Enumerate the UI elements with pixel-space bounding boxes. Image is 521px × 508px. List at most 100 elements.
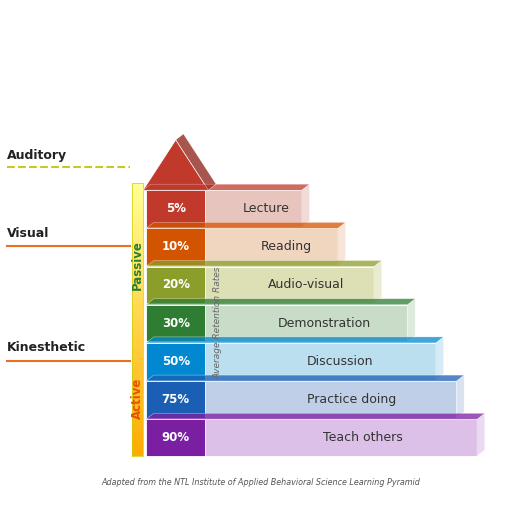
Polygon shape <box>146 229 205 265</box>
Polygon shape <box>477 414 485 456</box>
Polygon shape <box>132 383 143 386</box>
Polygon shape <box>132 340 143 342</box>
Polygon shape <box>132 258 143 261</box>
Polygon shape <box>132 447 143 449</box>
Polygon shape <box>132 418 143 420</box>
Polygon shape <box>132 347 143 349</box>
Polygon shape <box>132 388 143 390</box>
Polygon shape <box>132 297 143 299</box>
Text: Reading: Reading <box>260 240 312 253</box>
Polygon shape <box>374 261 381 303</box>
Polygon shape <box>132 344 143 347</box>
Polygon shape <box>132 401 143 404</box>
Polygon shape <box>132 361 143 363</box>
Polygon shape <box>132 301 143 304</box>
Polygon shape <box>132 267 143 270</box>
Polygon shape <box>132 440 143 442</box>
Polygon shape <box>132 392 143 395</box>
Polygon shape <box>132 265 143 267</box>
Text: Passive: Passive <box>131 240 144 290</box>
Polygon shape <box>132 219 143 222</box>
Polygon shape <box>132 381 143 383</box>
Polygon shape <box>436 337 443 379</box>
Polygon shape <box>132 281 143 283</box>
Polygon shape <box>132 452 143 454</box>
Polygon shape <box>146 414 485 419</box>
Polygon shape <box>132 261 143 263</box>
Polygon shape <box>132 290 143 292</box>
Text: Demonstration: Demonstration <box>278 316 371 330</box>
Polygon shape <box>132 333 143 335</box>
Polygon shape <box>132 292 143 295</box>
Polygon shape <box>132 206 143 208</box>
Polygon shape <box>132 367 143 370</box>
Polygon shape <box>132 235 143 238</box>
Polygon shape <box>132 204 143 206</box>
Polygon shape <box>132 251 143 253</box>
Text: Kinesthetic: Kinesthetic <box>7 341 86 355</box>
Polygon shape <box>132 438 143 440</box>
Polygon shape <box>132 376 143 378</box>
Polygon shape <box>143 140 208 190</box>
Polygon shape <box>132 231 143 233</box>
Polygon shape <box>132 244 143 247</box>
Polygon shape <box>132 217 143 219</box>
Polygon shape <box>132 442 143 444</box>
Polygon shape <box>132 304 143 306</box>
Polygon shape <box>132 435 143 438</box>
Polygon shape <box>132 238 143 240</box>
Text: 75%: 75% <box>162 393 190 406</box>
Polygon shape <box>132 222 143 224</box>
Polygon shape <box>132 318 143 320</box>
Polygon shape <box>146 343 205 379</box>
Polygon shape <box>146 343 436 379</box>
Polygon shape <box>132 190 143 192</box>
Text: Teach others: Teach others <box>322 431 402 444</box>
Polygon shape <box>132 263 143 265</box>
Polygon shape <box>132 408 143 410</box>
Polygon shape <box>146 229 338 265</box>
Polygon shape <box>176 134 216 190</box>
Polygon shape <box>132 424 143 426</box>
Polygon shape <box>132 227 143 229</box>
Polygon shape <box>132 279 143 281</box>
Polygon shape <box>132 213 143 215</box>
Polygon shape <box>132 410 143 413</box>
Polygon shape <box>146 305 407 341</box>
Polygon shape <box>132 185 143 187</box>
Polygon shape <box>132 356 143 358</box>
Polygon shape <box>132 201 143 204</box>
Polygon shape <box>146 299 415 305</box>
Polygon shape <box>338 223 345 265</box>
Polygon shape <box>146 381 456 418</box>
Polygon shape <box>132 249 143 251</box>
Text: Auditory: Auditory <box>7 148 67 162</box>
Polygon shape <box>146 261 381 267</box>
Text: 20%: 20% <box>162 278 190 292</box>
Polygon shape <box>132 326 143 329</box>
Polygon shape <box>132 399 143 401</box>
Text: Average Retention Rates: Average Retention Rates <box>214 267 223 379</box>
Text: 30%: 30% <box>162 316 190 330</box>
Polygon shape <box>132 444 143 447</box>
Polygon shape <box>132 308 143 310</box>
Polygon shape <box>132 242 143 244</box>
Polygon shape <box>132 363 143 365</box>
Polygon shape <box>132 272 143 274</box>
Polygon shape <box>132 270 143 272</box>
Polygon shape <box>132 433 143 435</box>
Polygon shape <box>132 420 143 422</box>
Polygon shape <box>132 210 143 213</box>
Polygon shape <box>132 224 143 227</box>
Polygon shape <box>132 247 143 249</box>
Polygon shape <box>132 415 143 418</box>
Polygon shape <box>146 419 477 456</box>
Polygon shape <box>132 285 143 288</box>
Polygon shape <box>132 365 143 367</box>
Polygon shape <box>132 187 143 190</box>
Polygon shape <box>456 375 464 418</box>
Text: Visual: Visual <box>7 227 49 240</box>
Text: 10%: 10% <box>162 240 190 253</box>
Polygon shape <box>132 322 143 324</box>
Polygon shape <box>132 406 143 408</box>
